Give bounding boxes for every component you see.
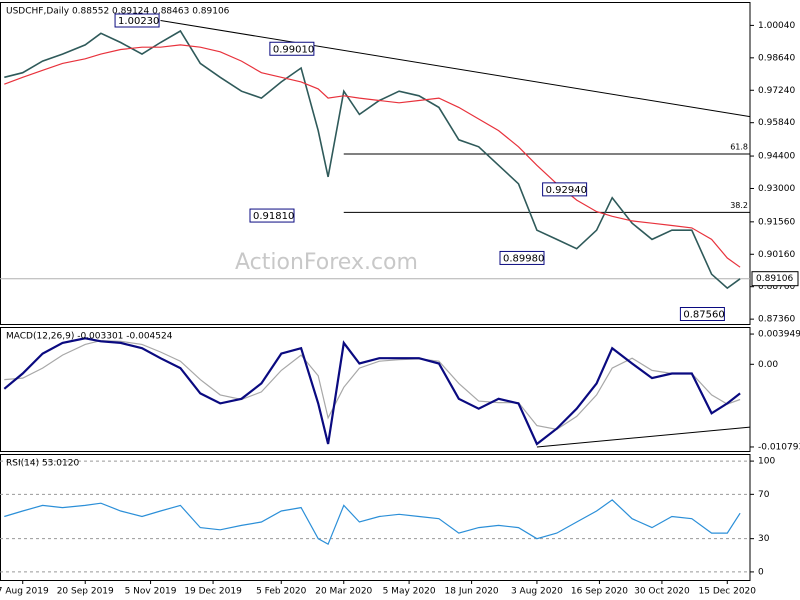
series-line bbox=[4, 339, 741, 431]
series-line bbox=[3, 337, 741, 446]
y-tick-label: 30 bbox=[758, 534, 770, 544]
x-tick-label: 5 Nov 2019 bbox=[125, 587, 177, 597]
annotation-box bbox=[249, 208, 295, 223]
x-tick-label: 16 Sep 2020 bbox=[571, 587, 628, 597]
price-tag-label: 0.89106 bbox=[756, 274, 793, 284]
annotation-label: 0.87560 bbox=[683, 310, 724, 321]
y-tick-label: 100 bbox=[758, 457, 775, 467]
y-tick-label: 0.95840 bbox=[758, 118, 795, 128]
y-tick-label: 0.98640 bbox=[758, 53, 795, 63]
annotation-label: 0.99010 bbox=[273, 44, 314, 55]
annotation-box bbox=[114, 13, 160, 28]
y-tick-label: 0 bbox=[758, 567, 764, 577]
annotation-label: 0.91810 bbox=[253, 211, 294, 222]
annotation-box bbox=[269, 41, 315, 56]
y-tick-label: 0.97240 bbox=[758, 86, 795, 96]
y-tick-label: 0.90160 bbox=[758, 250, 795, 260]
annotation-box bbox=[542, 182, 588, 197]
annotation-box bbox=[499, 250, 545, 265]
x-tick-label: 18 Jun 2020 bbox=[445, 587, 499, 597]
x-tick-label: 3 Aug 2020 bbox=[511, 587, 563, 597]
y-tick-label: -0.010793 bbox=[758, 442, 800, 452]
series-line bbox=[4, 499, 741, 546]
x-tick-label: 19 Dec 2019 bbox=[184, 587, 242, 597]
annotation-box bbox=[679, 307, 725, 322]
series-line bbox=[4, 44, 741, 268]
price-tag bbox=[751, 271, 799, 287]
x-tick-label: 20 Sep 2019 bbox=[57, 587, 114, 597]
y-tick-label: 0.94400 bbox=[758, 152, 795, 162]
trendline bbox=[160, 20, 751, 118]
panel-title: MACD(12,26,9) -0.003301 -0.004524 bbox=[6, 332, 173, 342]
x-tick-label: 5 Feb 2020 bbox=[256, 587, 307, 597]
y-tick-label: 0.003949 bbox=[758, 330, 800, 340]
panel-title: USDCHF,Daily 0.88552 0.89124 0.88463 0.8… bbox=[6, 7, 230, 17]
panel-frame bbox=[0, 2, 751, 325]
y-tick-label: 0.88760 bbox=[758, 282, 795, 292]
y-tick-label: 0.00 bbox=[758, 360, 778, 370]
y-tick-label: 0.87360 bbox=[758, 315, 795, 325]
watermark: ActionForex.com bbox=[235, 250, 418, 275]
panel-frame bbox=[0, 454, 751, 581]
y-tick-label: 70 bbox=[758, 490, 770, 500]
y-tick-label: 0.91560 bbox=[758, 217, 795, 227]
x-tick-label: 20 Mar 2020 bbox=[315, 587, 372, 597]
annotation-label: 1.00230 bbox=[118, 16, 159, 27]
fib-label: 61.8 bbox=[730, 142, 748, 151]
x-tick-label: 15 Dec 2020 bbox=[699, 587, 757, 597]
fib-label: 38.2 bbox=[730, 201, 748, 210]
y-tick-label: 0.93000 bbox=[758, 184, 795, 194]
y-tick-label: 1.00040 bbox=[758, 21, 795, 31]
panel-title: RSI(14) 53.0120 bbox=[6, 459, 79, 469]
annotation-label: 0.92940 bbox=[546, 185, 587, 196]
trendline bbox=[536, 426, 751, 448]
x-tick-label: 30 Oct 2020 bbox=[634, 587, 690, 597]
panel-frame bbox=[0, 327, 751, 452]
annotation-label: 0.89980 bbox=[503, 253, 544, 264]
x-tick-label: 5 May 2020 bbox=[383, 587, 436, 597]
x-tick-label: 7 Aug 2019 bbox=[0, 587, 49, 597]
